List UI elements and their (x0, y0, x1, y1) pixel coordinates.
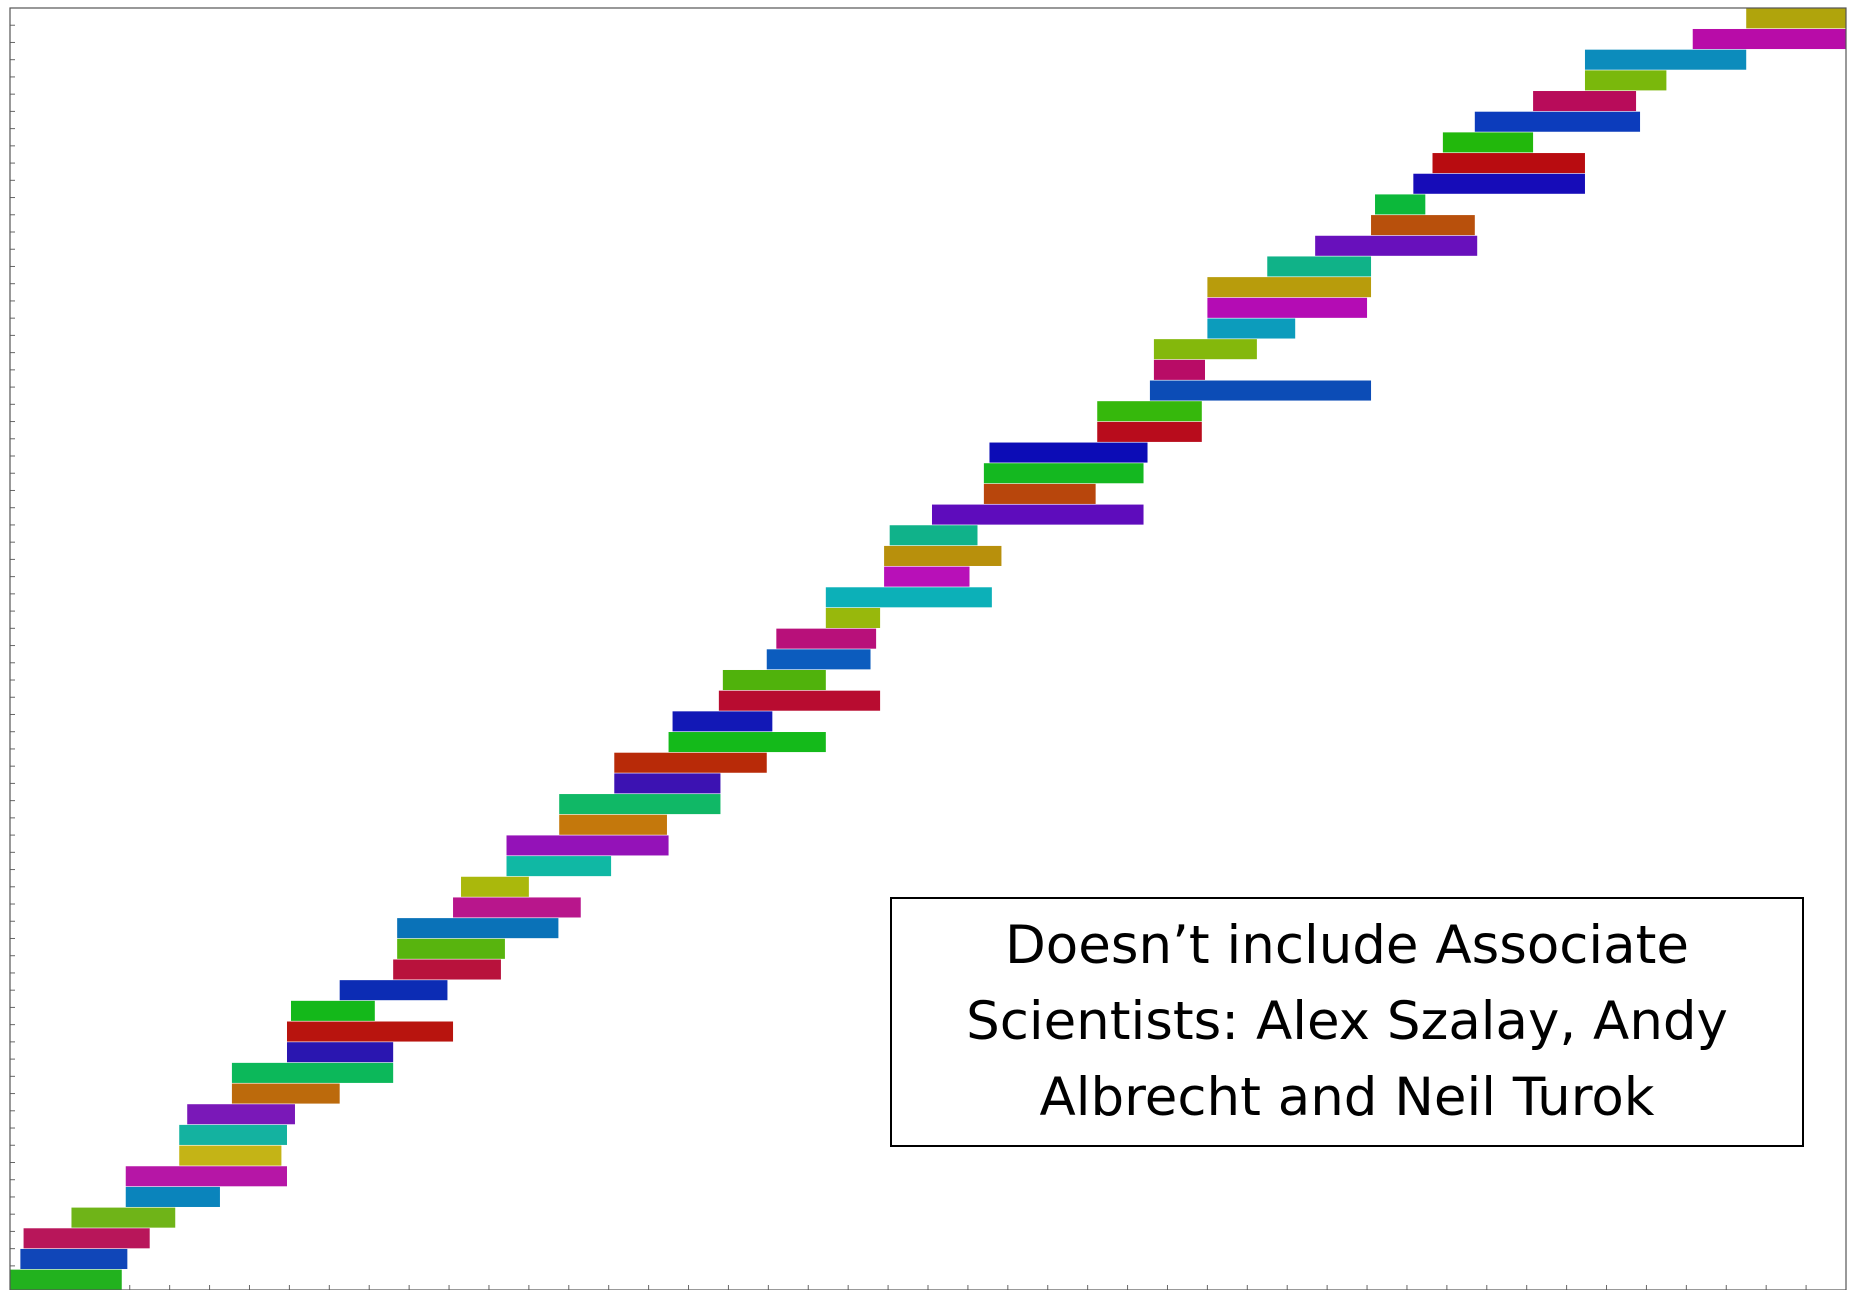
timeline-bar-19 (461, 876, 529, 897)
timeline-bar-41 (1097, 421, 1202, 442)
timeline-bar-40 (989, 442, 1148, 463)
timeline-bar-33 (825, 587, 992, 608)
timeline-bar-23 (559, 794, 721, 815)
timeline-bar-39 (983, 463, 1144, 484)
timeline-bar-47 (1207, 297, 1368, 318)
timeline-bar-1 (20, 1248, 128, 1270)
timeline-bar-9 (231, 1083, 340, 1104)
timeline-bar-13 (290, 1000, 375, 1021)
timeline-bar-31 (776, 628, 877, 649)
timeline-bar-28 (718, 690, 881, 711)
timeline-bar-37 (931, 504, 1144, 525)
timeline-bar-55 (1442, 132, 1534, 153)
timeline-bar-45 (1153, 339, 1257, 360)
timeline-bar-61 (1746, 8, 1846, 29)
timeline-bar-42 (1097, 401, 1202, 422)
timeline-bar-56 (1474, 111, 1641, 132)
timeline-bar-38 (983, 483, 1096, 504)
timeline-bar-53 (1413, 173, 1585, 194)
timeline-bar-16 (397, 938, 505, 959)
timeline-bar-49 (1267, 256, 1372, 277)
timeline-bar-59 (1584, 49, 1747, 70)
timeline-bar-48 (1207, 277, 1372, 298)
annotation-note: Doesn’t include Associate Scientists: Al… (890, 897, 1804, 1147)
timeline-bar-14 (339, 980, 448, 1001)
timeline-bar-4 (125, 1186, 220, 1207)
timeline-bar-20 (506, 856, 612, 877)
timeline-bar-0 (10, 1269, 122, 1290)
timeline-bar-18 (453, 897, 581, 918)
timeline-bar-35 (884, 545, 1002, 566)
timeline-bar-22 (559, 814, 667, 835)
timeline-bar-15 (393, 959, 501, 980)
timeline-bar-54 (1432, 153, 1585, 174)
timeline-bar-51 (1371, 215, 1475, 236)
timeline-bar-5 (125, 1166, 287, 1187)
timeline-bar-34 (884, 566, 970, 587)
timeline-bar-10 (231, 1062, 394, 1083)
timeline-bar-60 (1692, 28, 1846, 50)
timeline-bar-27 (672, 711, 773, 732)
timeline-bar-17 (397, 918, 559, 939)
timeline-bar-44 (1153, 359, 1205, 380)
timeline-bar-36 (889, 525, 978, 546)
timeline-bar-30 (766, 649, 871, 670)
timeline-bar-57 (1533, 91, 1637, 112)
timeline-bar-3 (71, 1207, 176, 1228)
timeline-bar-12 (286, 1021, 454, 1042)
timeline-bar-21 (506, 835, 669, 856)
timeline-bar-2 (23, 1228, 150, 1249)
timeline-bar-11 (286, 1042, 394, 1063)
timeline-bar-6 (179, 1145, 282, 1166)
timeline-bar-32 (825, 607, 881, 629)
timeline-bar-52 (1375, 194, 1426, 215)
timeline-bar-25 (614, 752, 767, 773)
timeline-bar-29 (722, 669, 826, 691)
timeline-bar-43 (1149, 380, 1372, 401)
timeline-bar-24 (614, 773, 721, 794)
timeline-bar-46 (1207, 318, 1296, 339)
timeline-bar-7 (179, 1124, 287, 1145)
timeline-bar-8 (187, 1104, 295, 1125)
timeline-bar-26 (668, 732, 826, 753)
timeline-bar-50 (1315, 235, 1478, 256)
plot-frame (9, 7, 1847, 1290)
bars (10, 8, 1846, 1290)
timeline-bar-58 (1584, 70, 1667, 91)
